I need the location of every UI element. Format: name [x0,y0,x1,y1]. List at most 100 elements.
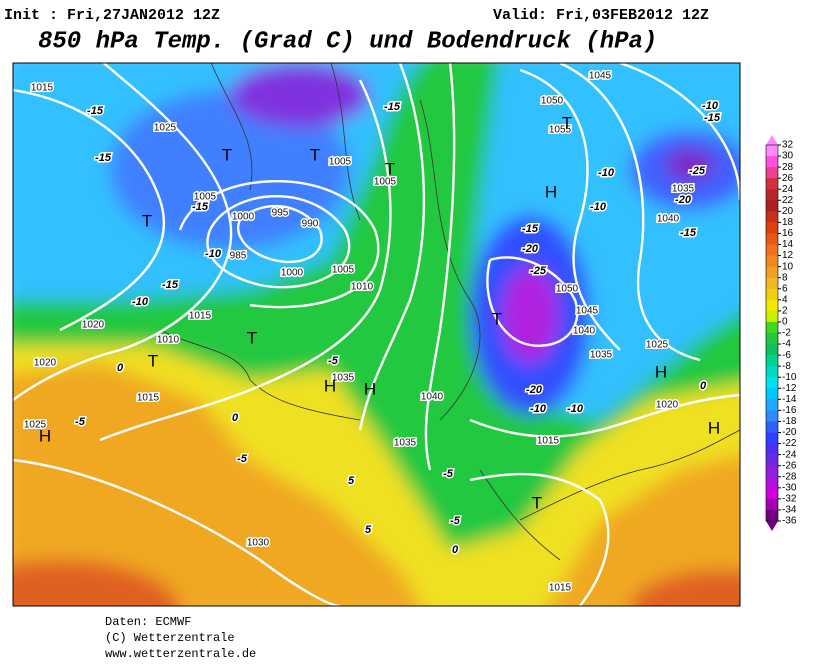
isobar-label: 1025 [24,420,47,431]
colorbar-end [766,521,778,531]
colorbar-label: 2 [782,306,788,317]
isobar-label: 1000 [281,268,304,279]
isobar-label: 1000 [232,212,255,223]
colorbar-segment [766,344,778,356]
pressure-center: T [385,159,395,178]
isobar-label: 985 [230,251,247,262]
colorbar-label: -30 [782,482,797,493]
isobar-label: 990 [302,219,319,230]
colorbar-label: 12 [782,250,794,261]
colorbar-label: -12 [782,383,797,394]
temperature-label: -10 [590,201,607,213]
colorbar-label: 6 [782,283,788,294]
colorbar-label: -8 [782,361,791,372]
isobar-label: 1015 [137,393,160,404]
colorbar-segment [766,255,778,267]
temperature-label: 5 [365,524,372,536]
isobar-label: 1020 [656,400,679,411]
colorbar-label: -34 [782,505,797,516]
colorbar-segment [766,399,778,411]
temperature-label: -15 [87,105,104,117]
isobar-label: 995 [272,208,289,219]
colorbar-label: -18 [782,416,797,427]
temperature-label: -20 [675,194,692,206]
isobar-label: 1020 [82,320,105,331]
colorbar-segment [766,200,778,212]
colorbar: 32302826242220181614121086420-2-4-6-8-10… [765,135,797,531]
isobar-label: 1005 [374,177,397,188]
pressure-center: H [655,362,667,381]
temperature-label: -10 [598,167,615,179]
colorbar-label: 22 [782,195,794,206]
isobar-label: 1045 [589,71,612,82]
temperature-label: -5 [450,515,461,527]
isobar-label: 1040 [421,392,444,403]
colorbar-label: 30 [782,151,794,162]
temperature-label: -15 [704,112,721,124]
isobar-label: 1010 [157,335,180,346]
colorbar-label: 26 [782,173,794,184]
temperature-label: 0 [700,380,707,392]
colorbar-segment [766,366,778,378]
temperature-label: 0 [232,412,239,424]
colorbar-segment [766,211,778,223]
colorbar-label: -14 [782,394,797,405]
isobar-label: 1040 [573,326,596,337]
colorbar-label: -22 [782,438,797,449]
colorbar-segment [766,178,778,190]
colorbar-label: 24 [782,184,794,195]
pressure-center: T [562,113,572,132]
colorbar-label: 20 [782,206,794,217]
map-title: 850 hPa Temp. (Grad C) und Bodendruck (h… [38,28,657,55]
map-frame [12,62,741,607]
colorbar-label: 32 [782,140,794,151]
isobar-label: 1045 [576,306,599,317]
temperature-label: 0 [452,544,459,556]
colorbar-segment [766,498,778,511]
temperature-label: -5 [237,453,248,465]
isobar-label: 1025 [646,340,669,351]
colorbar-segment [766,244,778,256]
isobar-label: 1050 [556,284,579,295]
colorbar-segment [766,299,778,312]
colorbar-segment [766,277,778,290]
colorbar-segment [766,333,778,345]
colorbar-label: 4 [782,294,788,305]
colorbar-end [766,135,778,145]
colorbar-segment [766,465,778,478]
temperature-label: -20 [526,384,543,396]
temperature-label: -10 [567,403,584,415]
colorbar-label: 28 [782,162,794,173]
colorbar-segment [766,189,778,201]
colorbar-label: -26 [782,460,797,471]
footer-line: Daten: ECMWF [105,615,191,629]
colorbar-label: -24 [782,449,797,460]
colorbar-segment [766,454,778,467]
isobar-label: 1050 [541,96,564,107]
colorbar-segment [766,377,778,389]
temperature-label: -5 [443,468,454,480]
isobar-label: 1015 [189,311,212,322]
colorbar-label: -28 [782,471,797,482]
temperature-label: -15 [162,279,179,291]
isobar-label: 1030 [247,538,270,549]
colorbar-label: 18 [782,217,794,228]
colorbar-segment [766,233,778,245]
temperature-label: -25 [530,265,547,277]
temperature-label: 5 [348,475,355,487]
pressure-center: T [310,145,320,164]
colorbar-label: -4 [782,339,791,350]
colorbar-label: -32 [782,494,797,505]
isobar-label: 1015 [31,83,54,94]
colorbar-segment [766,321,778,334]
pressure-center: T [222,145,232,164]
isobar-label: 1025 [154,123,177,134]
colorbar-segment [766,355,778,367]
footer-line: (C) Wetterzentrale [105,631,235,645]
colorbar-label: 14 [782,239,794,250]
temperature-label: 0 [117,362,124,374]
colorbar-label: -2 [782,328,791,339]
colorbar-label: 8 [782,272,788,283]
map-labels: 1015 1025 1005 1000 995 990 985 1000 1005 1010 101… [22,69,722,595]
temperature-label: -15 [384,101,401,113]
